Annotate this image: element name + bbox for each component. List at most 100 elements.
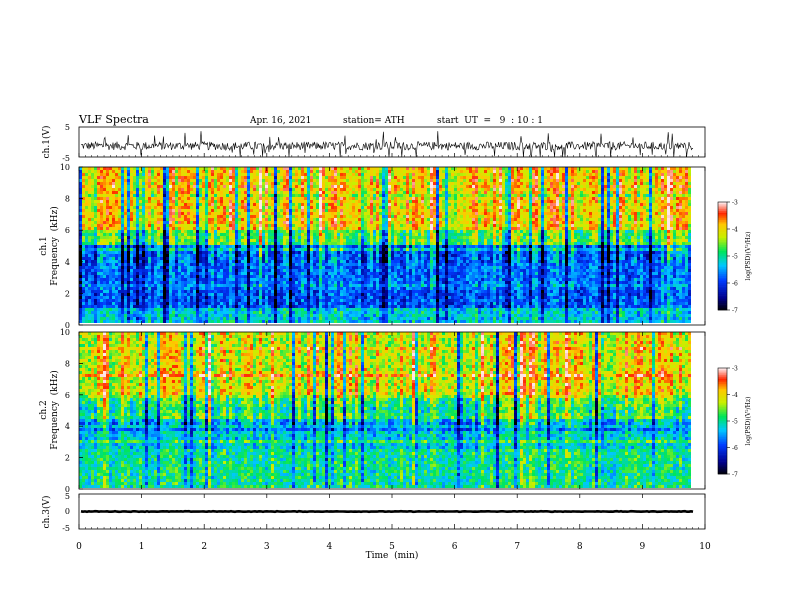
spectrogram-cell: [97, 188, 100, 191]
spectrogram-cell: [319, 185, 322, 188]
spectrogram-cell: [148, 239, 151, 242]
spectrogram-cell: [238, 209, 241, 212]
spectrogram-cell: [271, 182, 274, 185]
spectrogram-cell: [574, 236, 577, 239]
spectrogram-cell: [388, 215, 391, 218]
spectrogram-cell: [505, 197, 508, 200]
spectrogram-cell: [172, 200, 175, 203]
spectrogram-cell: [361, 224, 364, 227]
spectrogram-cell: [154, 236, 157, 239]
spectrogram-cell: [247, 182, 250, 185]
spectrogram-cell: [397, 233, 400, 236]
spectrogram-cell: [307, 236, 310, 239]
spectrogram-cell: [268, 191, 271, 194]
spectrogram-cell: [340, 215, 343, 218]
spectrogram-cell: [202, 209, 205, 212]
spectrogram-cell: [253, 227, 256, 230]
spectrogram-cell: [340, 212, 343, 215]
spectrogram-cell: [127, 212, 130, 215]
spectrogram-cell: [94, 179, 97, 182]
spectrogram-cell: [133, 170, 136, 173]
spectrogram-cell: [100, 200, 103, 203]
spectrogram-cell: [688, 197, 691, 200]
spectrogram-cell: [274, 227, 277, 230]
spectrogram-cell: [688, 218, 691, 221]
spectrogram-cell: [145, 179, 148, 182]
spectrogram-cell: [688, 173, 691, 176]
spectrogram-cell: [259, 188, 262, 191]
spectrogram-cell: [586, 209, 589, 212]
spectrogram-cell: [643, 185, 646, 188]
spectrogram-cell: [205, 236, 208, 239]
spectrogram-cell: [268, 194, 271, 197]
spectrogram-cell: [421, 236, 424, 239]
spectrogram-cell: [253, 230, 256, 233]
spectrogram-cell: [301, 188, 304, 191]
spectrogram-cell: [253, 182, 256, 185]
spectrogram-cell: [328, 218, 331, 221]
spectrogram-cell: [394, 188, 397, 191]
spectrogram-cell: [634, 224, 637, 227]
spectrogram-cell: [304, 176, 307, 179]
spectrogram-cell: [508, 206, 511, 209]
spectrogram-cell: [307, 173, 310, 176]
spectrogram-cell: [310, 167, 313, 170]
spectrogram-cell: [199, 182, 202, 185]
spectrogram-cell: [448, 182, 451, 185]
spectrogram-cell: [538, 224, 541, 227]
spectrogram-cell: [190, 209, 193, 212]
spectrogram-cell: [79, 230, 82, 233]
spectrogram-cell: [193, 209, 196, 212]
spectrogram-cell: [151, 185, 154, 188]
spectrogram-cell: [571, 215, 574, 218]
spectrogram-cell: [469, 182, 472, 185]
spectrogram-cell: [289, 173, 292, 176]
spectrogram-cell: [538, 167, 541, 170]
spectrogram-cell: [544, 203, 547, 206]
spectrogram-cell: [388, 203, 391, 206]
spectrogram-cell: [145, 230, 148, 233]
spectrogram-cell: [574, 185, 577, 188]
spectrogram-cell: [265, 206, 268, 209]
spectrogram-cell: [394, 206, 397, 209]
spectrogram-cell: [490, 227, 493, 230]
spectrogram-cell: [499, 194, 502, 197]
spectrogram-cell: [325, 203, 328, 206]
spectrogram-cell: [469, 224, 472, 227]
spectrogram-cell: [568, 212, 571, 215]
spectrogram-cell: [205, 185, 208, 188]
spectrogram-cell: [196, 239, 199, 242]
spectrogram-cell: [232, 212, 235, 215]
spectrogram-cell: [394, 218, 397, 221]
spectrogram-cell: [154, 191, 157, 194]
spectrogram-cell: [334, 230, 337, 233]
spectrogram-cell: [577, 176, 580, 179]
spectrogram-cell: [496, 200, 499, 203]
spectrogram-cell: [628, 191, 631, 194]
spectrogram-cell: [370, 197, 373, 200]
spectrogram-cell: [214, 173, 217, 176]
spectrogram-cell: [214, 206, 217, 209]
spectrogram-cell: [550, 194, 553, 197]
spectrogram-cell: [268, 221, 271, 224]
spectrogram-cell: [175, 173, 178, 176]
spectrogram-cell: [247, 191, 250, 194]
spectrogram-cell: [154, 215, 157, 218]
spectrogram-cell: [322, 224, 325, 227]
spectrogram-cell: [610, 215, 613, 218]
spectrogram-cell: [304, 185, 307, 188]
spectrogram-cell: [394, 215, 397, 218]
spectrogram-cell: [496, 185, 499, 188]
spectrogram-cell: [199, 191, 202, 194]
spectrogram-cell: [433, 218, 436, 221]
spectrogram-cell: [604, 191, 607, 194]
spectrogram-cell: [658, 176, 661, 179]
spectrogram-cell: [481, 218, 484, 221]
spectrogram-cell: [442, 221, 445, 224]
spectrogram-cell: [394, 194, 397, 197]
spectrogram-cell: [481, 215, 484, 218]
spectrogram-cell: [463, 221, 466, 224]
spectrogram-cell: [160, 218, 163, 221]
spectrogram-cell: [526, 173, 529, 176]
spectrogram-cell: [226, 221, 229, 224]
